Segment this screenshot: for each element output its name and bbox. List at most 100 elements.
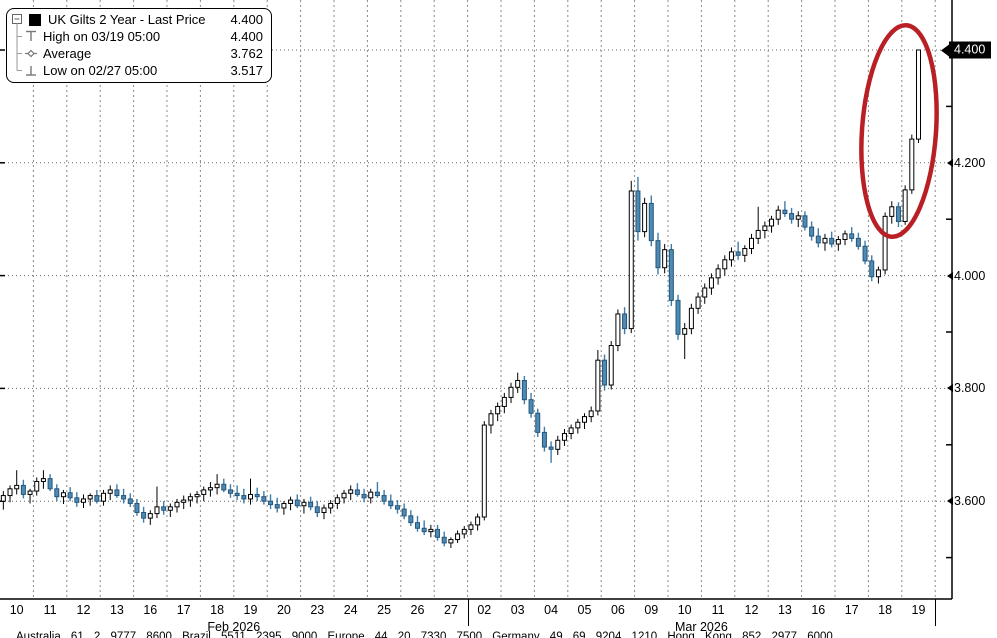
candle-body (749, 237, 754, 250)
candle-body (582, 416, 587, 423)
y-axis-label: 3.800 (947, 381, 985, 395)
candle-body (388, 500, 394, 507)
candle-body (401, 508, 407, 517)
candle-body (815, 235, 821, 244)
x-axis-day-label: 10 (677, 603, 692, 617)
candle-body (481, 424, 487, 518)
y-axis-label: 3.600 (947, 494, 985, 508)
candle-body (809, 226, 815, 237)
candle-body (67, 492, 73, 499)
candle-body (114, 489, 120, 497)
x-axis-day-label: 27 (443, 603, 458, 617)
high-label: High on 03/19 05:00 (43, 29, 161, 44)
candle-body (428, 528, 434, 533)
candle-body (615, 313, 621, 347)
candle-body (361, 493, 367, 499)
candle-body (501, 396, 507, 407)
axis-arrow-icon (947, 158, 953, 167)
x-axis-day-label: 12 (76, 603, 91, 617)
tree-collapse-icon[interactable] (11, 11, 28, 28)
candle-body (595, 359, 601, 412)
candle-body (394, 505, 400, 510)
candle-body (521, 380, 527, 401)
low-label: Low on 02/27 05:00 (43, 63, 158, 78)
candle-body (40, 478, 46, 482)
candle-body (702, 287, 708, 298)
candle-body (909, 138, 915, 191)
month-label-feb: Feb 2026 (207, 620, 261, 634)
candle-body (20, 484, 26, 495)
candle-body (227, 489, 233, 494)
series-color-swatch (29, 13, 41, 26)
candle-body (334, 497, 340, 504)
candle-body (508, 386, 514, 398)
x-axis-day-label: 17 (176, 603, 191, 617)
candle-body (882, 215, 888, 271)
candle-body (916, 49, 921, 140)
x-axis-day-label: 16 (811, 603, 826, 617)
candle-body (608, 345, 614, 386)
chart-legend: UK Gilts 2 Year - Last Price 4.400 High … (6, 8, 272, 83)
x-axis-day-label: 13 (777, 603, 792, 617)
candle-body (889, 206, 895, 217)
candle-body (548, 446, 554, 450)
candle-body (381, 495, 387, 502)
candle-body (161, 506, 167, 511)
candle-body (0, 495, 6, 502)
candle-body (14, 484, 20, 490)
candle-body (107, 489, 113, 494)
x-axis-day-label: 11 (43, 603, 57, 617)
high-value: 4.400 (230, 29, 263, 44)
candle-body (715, 268, 721, 279)
candle-body (795, 215, 801, 220)
legend-row-series: UK Gilts 2 Year - Last Price 4.400 (11, 11, 263, 28)
x-axis: 10 11 12 13 16 17 18 19 20 23 24 25 26 27 02 03 04 05 06 09… (0, 603, 952, 619)
average-value: 3.762 (230, 46, 263, 61)
average-marker-icon (16, 45, 37, 62)
candle-body (435, 528, 441, 538)
candle-body (555, 439, 561, 450)
candle-body (441, 536, 447, 544)
candle-body (642, 202, 648, 233)
candle-body (354, 489, 360, 495)
candle-body (628, 190, 634, 330)
candle-body (775, 209, 781, 220)
candle-body (27, 490, 33, 495)
x-axis-day-label: 24 (343, 603, 358, 617)
candle-body (194, 493, 200, 498)
annotation-ellipse (859, 22, 939, 240)
candle-body (134, 502, 140, 513)
x-axis-day-label: 18 (210, 603, 225, 617)
high-marker-icon (16, 28, 36, 45)
candle-body (81, 498, 86, 503)
x-axis-day-label: 19 (911, 603, 926, 617)
candle-body (348, 489, 354, 494)
candle-body (862, 245, 868, 262)
candle-body (47, 478, 53, 490)
candle-body (541, 431, 547, 448)
candle-body (368, 491, 374, 499)
candle-body (147, 513, 153, 519)
legend-row-average: Average 3.762 (11, 45, 263, 62)
candle-body (822, 237, 828, 244)
candle-body (234, 492, 240, 497)
candle-body (835, 239, 841, 245)
x-axis-day-label: 23 (310, 603, 325, 617)
candle-body (789, 213, 795, 220)
candle-body (274, 504, 280, 509)
candle-body (154, 506, 160, 515)
candle-body (448, 539, 454, 544)
candle-body (782, 209, 788, 215)
candle-body (87, 495, 93, 500)
candle-body (201, 489, 207, 495)
candle-body (74, 497, 80, 503)
candle-body (722, 259, 728, 270)
candle-body (829, 237, 835, 245)
x-axis-day-label: 04 (544, 603, 559, 617)
series-last-value: 4.400 (230, 12, 263, 27)
x-axis-day-label: 26 (410, 603, 425, 617)
candle-body (528, 399, 534, 414)
candle-body (60, 492, 66, 498)
candle-body (174, 501, 180, 508)
